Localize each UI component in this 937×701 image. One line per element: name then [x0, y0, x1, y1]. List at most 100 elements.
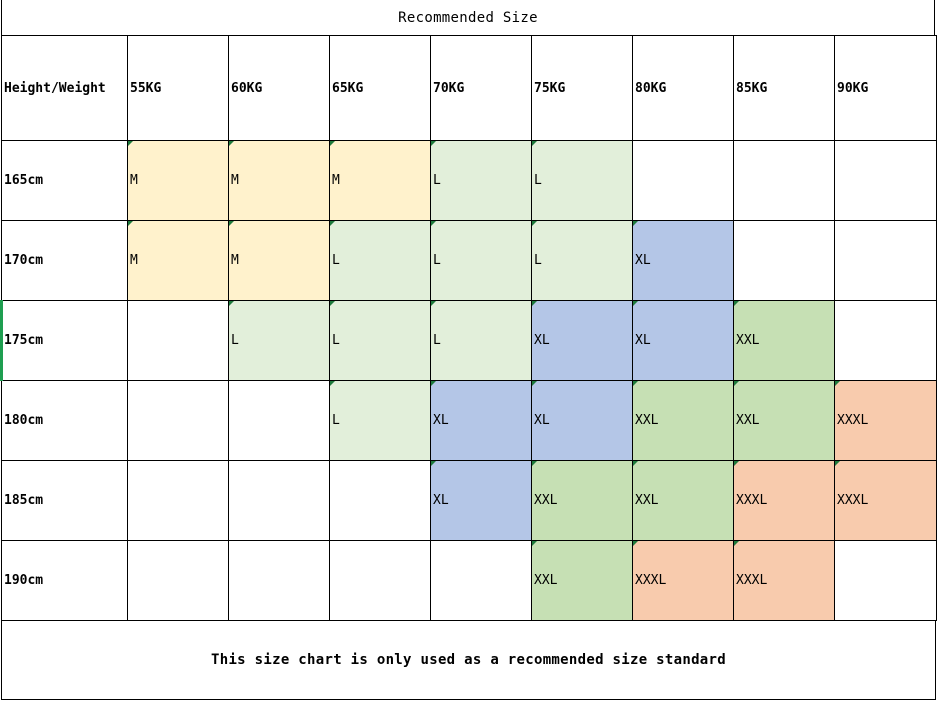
- size-cell[interactable]: [733, 220, 835, 301]
- corner-header[interactable]: Height/Weight: [1, 35, 128, 141]
- size-cell[interactable]: M: [228, 140, 330, 221]
- size-cell[interactable]: XXXL: [834, 380, 937, 461]
- size-cell[interactable]: XXL: [531, 540, 633, 621]
- size-cell[interactable]: [228, 540, 330, 621]
- size-cell[interactable]: L: [430, 220, 532, 301]
- size-cell[interactable]: [127, 540, 229, 621]
- size-cell[interactable]: M: [329, 140, 431, 221]
- size-cell[interactable]: L: [531, 140, 633, 221]
- size-cell[interactable]: [329, 460, 431, 541]
- height-label[interactable]: 190cm: [1, 540, 128, 621]
- size-cell[interactable]: L: [228, 300, 330, 381]
- size-cell[interactable]: [834, 540, 937, 621]
- height-label[interactable]: 175cm: [1, 300, 128, 381]
- table-row: 175cm L L L XL XL XXL: [1, 300, 937, 381]
- cell-comment-indicator-icon: [431, 221, 436, 226]
- cell-comment-indicator-icon: [734, 301, 739, 306]
- table-row: 180cm L XL XL XXL XXL XXXL: [1, 380, 937, 461]
- size-cell[interactable]: L: [329, 220, 431, 301]
- height-label[interactable]: 185cm: [1, 460, 128, 541]
- cell-comment-indicator-icon: [633, 541, 638, 546]
- cell-comment-indicator-icon: [835, 381, 840, 386]
- size-cell[interactable]: XXL: [531, 460, 633, 541]
- size-cell[interactable]: [329, 540, 431, 621]
- cell-comment-indicator-icon: [532, 381, 537, 386]
- cell-comment-indicator-icon: [734, 541, 739, 546]
- size-cell[interactable]: XL: [632, 220, 734, 301]
- cell-comment-indicator-icon: [734, 461, 739, 466]
- cell-comment-indicator-icon: [431, 301, 436, 306]
- height-label[interactable]: 180cm: [1, 380, 128, 461]
- size-cell[interactable]: XXXL: [834, 460, 937, 541]
- size-cell[interactable]: [733, 140, 835, 221]
- size-cell[interactable]: XL: [531, 380, 633, 461]
- height-label[interactable]: 165cm: [1, 140, 128, 221]
- cell-comment-indicator-icon: [633, 381, 638, 386]
- size-cell[interactable]: XL: [430, 460, 532, 541]
- weight-header[interactable]: 90KG: [834, 35, 937, 141]
- cell-comment-indicator-icon: [532, 301, 537, 306]
- size-cell[interactable]: XXL: [632, 460, 734, 541]
- cell-comment-indicator-icon: [835, 461, 840, 466]
- cell-comment-indicator-icon: [734, 381, 739, 386]
- size-cell[interactable]: L: [329, 300, 431, 381]
- size-cell[interactable]: XXXL: [632, 540, 734, 621]
- weight-header[interactable]: 60KG: [228, 35, 330, 141]
- cell-comment-indicator-icon: [330, 381, 335, 386]
- size-cell[interactable]: [228, 380, 330, 461]
- size-cell[interactable]: XL: [430, 380, 532, 461]
- weight-header[interactable]: 85KG: [733, 35, 835, 141]
- header-row: Height/Weight 55KG 60KG 65KG 70KG 75KG 8…: [1, 35, 937, 141]
- weight-header[interactable]: 80KG: [632, 35, 734, 141]
- size-cell[interactable]: L: [430, 140, 532, 221]
- table-row: 185cm XL XXL XXL XXXL XXXL: [1, 460, 937, 541]
- size-table: Height/Weight 55KG 60KG 65KG 70KG 75KG 8…: [1, 35, 937, 621]
- size-cell[interactable]: [228, 460, 330, 541]
- size-cell[interactable]: [127, 380, 229, 461]
- size-cell[interactable]: L: [430, 300, 532, 381]
- size-cell[interactable]: XXL: [733, 300, 835, 381]
- weight-header[interactable]: 55KG: [127, 35, 229, 141]
- cell-comment-indicator-icon: [229, 141, 234, 146]
- table-row: 170cm M M L L L XL: [1, 220, 937, 301]
- size-cell[interactable]: [127, 300, 229, 381]
- cell-comment-indicator-icon: [633, 461, 638, 466]
- weight-header[interactable]: 65KG: [329, 35, 431, 141]
- size-cell[interactable]: [632, 140, 734, 221]
- size-cell[interactable]: L: [329, 380, 431, 461]
- cell-comment-indicator-icon: [330, 221, 335, 226]
- size-cell[interactable]: [834, 220, 937, 301]
- cell-comment-indicator-icon: [128, 221, 133, 226]
- cell-comment-indicator-icon: [532, 221, 537, 226]
- weight-header[interactable]: 70KG: [430, 35, 532, 141]
- cell-comment-indicator-icon: [532, 461, 537, 466]
- size-cell[interactable]: L: [531, 220, 633, 301]
- size-cell[interactable]: [430, 540, 532, 621]
- cell-comment-indicator-icon: [431, 381, 436, 386]
- cell-comment-indicator-icon: [128, 141, 133, 146]
- chart-footnote: This size chart is only used as a recomm…: [1, 620, 936, 700]
- size-cell[interactable]: M: [127, 140, 229, 221]
- size-cell[interactable]: XXXL: [733, 540, 835, 621]
- size-cell[interactable]: M: [127, 220, 229, 301]
- height-label[interactable]: 170cm: [1, 220, 128, 301]
- size-cell[interactable]: XXXL: [733, 460, 835, 541]
- size-cell[interactable]: XXL: [733, 380, 835, 461]
- size-cell[interactable]: XXL: [632, 380, 734, 461]
- size-cell[interactable]: XL: [632, 300, 734, 381]
- cell-comment-indicator-icon: [330, 301, 335, 306]
- cell-comment-indicator-icon: [330, 141, 335, 146]
- cell-comment-indicator-icon: [633, 301, 638, 306]
- size-cell[interactable]: XL: [531, 300, 633, 381]
- size-cell[interactable]: M: [228, 220, 330, 301]
- size-cell[interactable]: [834, 140, 937, 221]
- cell-comment-indicator-icon: [431, 461, 436, 466]
- size-cell[interactable]: [127, 460, 229, 541]
- weight-header[interactable]: 75KG: [531, 35, 633, 141]
- cell-comment-indicator-icon: [431, 141, 436, 146]
- chart-title: Recommended Size: [1, 0, 935, 35]
- size-cell[interactable]: [834, 300, 937, 381]
- table-row: 190cm XXL XXXL XXXL: [1, 540, 937, 621]
- cell-comment-indicator-icon: [229, 221, 234, 226]
